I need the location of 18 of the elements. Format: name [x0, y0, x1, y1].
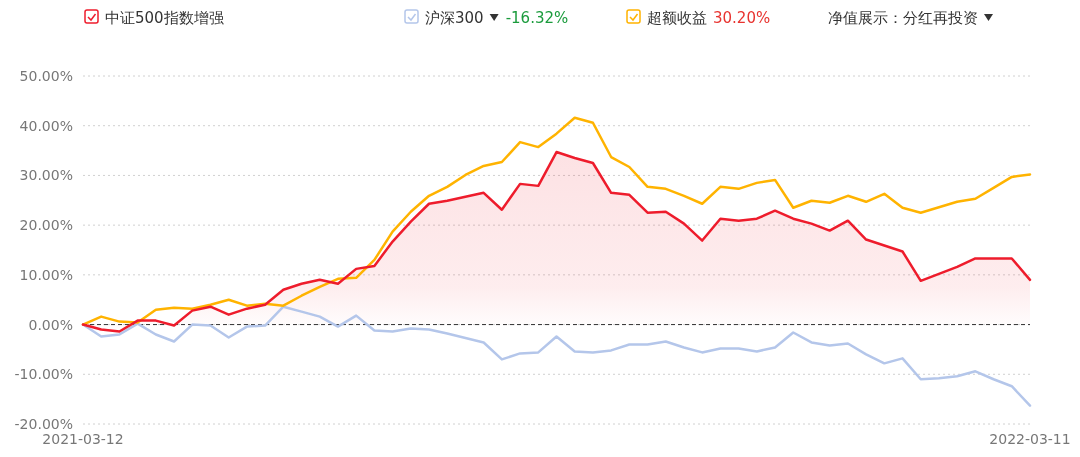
- legend-label: 中证500指数增强: [105, 9, 224, 27]
- y-tick-label: 30.00%: [19, 167, 73, 184]
- text: 净值展示：分红再投资: [828, 9, 978, 27]
- text: 30.20%: [713, 9, 771, 27]
- y-tick-label: -20.00%: [14, 416, 73, 432]
- legend-label: 沪深300: [425, 9, 484, 27]
- line-series: [81, 116, 1032, 326]
- x-tick-label: 2021-03-12: [42, 431, 124, 447]
- line-series: [81, 305, 1032, 407]
- y-tick-label: 20.00%: [19, 217, 73, 234]
- legend-label: 超额收益: [647, 9, 707, 27]
- text: -16.32%: [505, 9, 569, 27]
- y-tick-label: 10.00%: [19, 266, 73, 283]
- y-tick-label: -10.00%: [14, 366, 73, 383]
- x-tick-label: 2022-03-11: [989, 431, 1071, 447]
- y-tick-label: 50.00%: [19, 68, 73, 84]
- y-tick-label: 0.00%: [28, 316, 73, 333]
- y-tick-label: 40.00%: [19, 117, 73, 134]
